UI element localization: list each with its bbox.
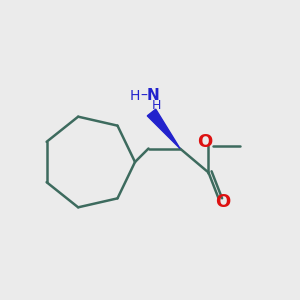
Text: H: H	[130, 89, 140, 103]
Text: H: H	[152, 99, 162, 112]
Polygon shape	[147, 109, 180, 148]
Text: N: N	[147, 88, 159, 104]
Text: O: O	[197, 133, 212, 151]
Text: O: O	[215, 193, 230, 211]
Text: –: –	[141, 89, 147, 103]
